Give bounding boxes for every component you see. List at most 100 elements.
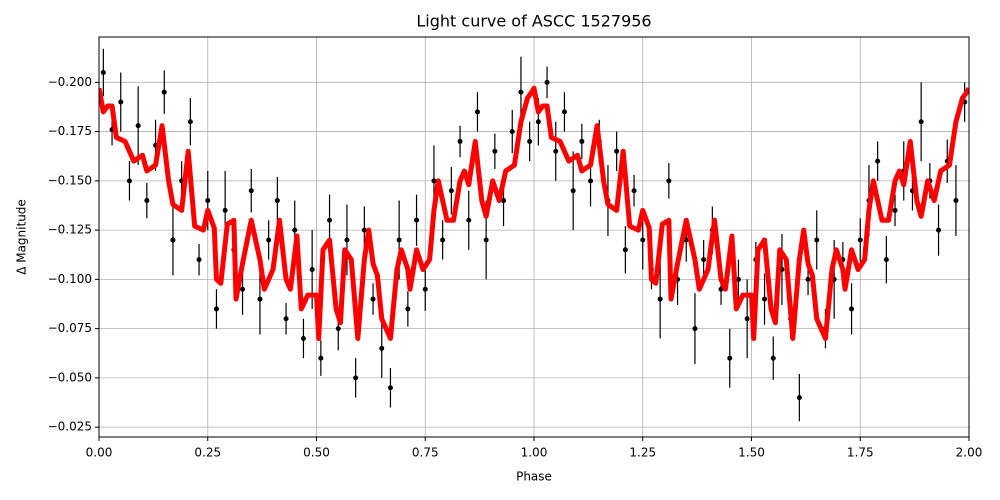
- y-tick-label: −0.050: [48, 370, 92, 384]
- data-point: [118, 99, 124, 105]
- data-point: [527, 138, 533, 144]
- data-point: [579, 138, 585, 144]
- data-point: [387, 385, 393, 391]
- data-point: [457, 138, 463, 144]
- x-tick-label: 1.25: [629, 446, 656, 460]
- data-point: [701, 257, 707, 263]
- data-point: [501, 198, 507, 204]
- data-point: [875, 158, 881, 164]
- y-tick-label: −0.200: [48, 75, 92, 89]
- plot-frame: [98, 36, 970, 438]
- data-point: [414, 217, 420, 223]
- data-point: [622, 247, 628, 253]
- chart-title: Light curve of ASCC 1527956: [416, 12, 651, 31]
- data-point: [744, 316, 750, 322]
- data-point: [553, 148, 559, 154]
- data-point: [361, 227, 367, 233]
- data-point: [240, 286, 246, 292]
- x-tick-label: 0.00: [86, 446, 113, 460]
- data-point: [161, 89, 167, 95]
- data-point: [492, 148, 498, 154]
- data-point: [544, 79, 550, 85]
- data-point: [379, 345, 385, 351]
- data-point: [692, 326, 698, 332]
- data-point: [222, 207, 228, 213]
- y-tick-label: −0.150: [48, 173, 92, 187]
- data-point: [614, 148, 620, 154]
- data-point: [814, 237, 820, 243]
- data-point: [205, 198, 211, 204]
- data-point: [405, 306, 411, 312]
- data-point: [518, 89, 524, 95]
- data-point: [918, 119, 924, 125]
- data-point: [135, 123, 141, 129]
- data-point: [466, 217, 472, 223]
- data-point: [187, 119, 193, 125]
- data-point: [196, 257, 202, 263]
- data-point: [561, 109, 567, 115]
- x-tick-label: 0.50: [303, 446, 330, 460]
- data-point: [266, 237, 272, 243]
- x-axis-label: Phase: [516, 470, 552, 484]
- fit-line: [99, 85, 969, 341]
- data-point: [100, 69, 106, 75]
- data-point: [248, 188, 254, 194]
- data-point: [396, 237, 402, 243]
- x-tick-label: 0.75: [412, 446, 439, 460]
- x-tick-label: 1.75: [847, 446, 874, 460]
- data-point: [483, 237, 489, 243]
- data-point: [535, 119, 541, 125]
- data-point: [327, 217, 333, 223]
- data-point: [170, 237, 176, 243]
- data-point: [440, 237, 446, 243]
- data-point: [805, 276, 811, 282]
- data-point: [126, 178, 132, 184]
- y-tick-label: −0.125: [48, 223, 92, 237]
- data-point: [666, 178, 672, 184]
- data-point: [257, 296, 263, 302]
- data-point: [274, 198, 280, 204]
- data-point: [431, 178, 437, 184]
- data-point: [657, 296, 663, 302]
- data-point: [309, 267, 315, 273]
- data-point: [353, 375, 359, 381]
- data-point: [631, 188, 637, 194]
- data-point: [735, 276, 741, 282]
- data-point: [213, 306, 219, 312]
- data-point: [796, 395, 802, 401]
- data-point: [770, 355, 776, 361]
- data-point: [292, 227, 298, 233]
- y-tick-label: −0.100: [48, 272, 92, 286]
- data-point: [283, 316, 289, 322]
- x-tick-label: 1.00: [521, 446, 548, 460]
- data-point: [570, 188, 576, 194]
- data-point: [857, 237, 863, 243]
- data-point: [335, 326, 341, 332]
- data-point: [422, 286, 428, 292]
- data-point: [370, 296, 376, 302]
- data-point: [849, 306, 855, 312]
- data-point: [953, 198, 959, 204]
- data-point: [588, 178, 594, 184]
- x-tick-label: 2.00: [956, 446, 983, 460]
- data-point: [892, 207, 898, 213]
- x-tick-label: 0.25: [194, 446, 221, 460]
- data-point: [936, 227, 942, 233]
- data-point: [883, 257, 889, 263]
- data-point: [727, 355, 733, 361]
- y-axis-label: Δ Magnitude: [15, 199, 29, 275]
- data-point: [344, 237, 350, 243]
- data-point: [509, 129, 515, 135]
- data-point: [474, 109, 480, 115]
- y-tick-label: −0.175: [48, 124, 92, 138]
- data-point: [762, 296, 768, 302]
- data-point: [318, 355, 324, 361]
- y-tick-label: −0.075: [48, 321, 92, 335]
- data-point: [448, 188, 454, 194]
- x-tick-label: 1.50: [738, 446, 765, 460]
- data-point: [640, 237, 646, 243]
- y-tick-label: −0.025: [48, 420, 92, 434]
- data-point: [300, 335, 306, 341]
- data-point: [144, 198, 150, 204]
